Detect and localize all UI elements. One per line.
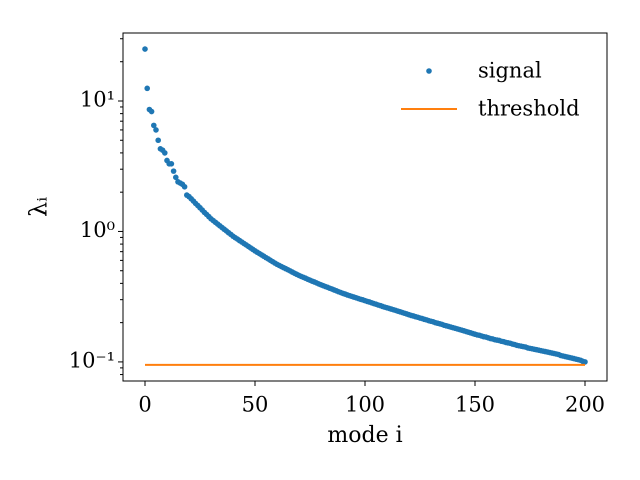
legend-marker: [426, 68, 432, 74]
x-tick-label: 50: [242, 393, 269, 417]
x-tick-label: 150: [455, 393, 495, 417]
y-axis-label: λᵢ: [25, 197, 53, 217]
legend-label: signal: [478, 59, 542, 83]
scatter-point: [582, 359, 588, 365]
scatter-point: [168, 161, 175, 167]
x-axis-label: mode i: [327, 423, 402, 448]
scatter-point: [142, 46, 148, 52]
legend-label: threshold: [478, 97, 580, 121]
x-tick-label: 0: [138, 393, 151, 417]
y-tick-label: 10⁻¹: [69, 348, 115, 372]
y-tick-label: 10¹: [80, 87, 115, 111]
scatter-point: [181, 183, 188, 190]
plot-frame: [122, 32, 608, 382]
scatter-point: [151, 122, 157, 129]
scatter-point: [173, 174, 179, 181]
scatter-point: [153, 127, 159, 133]
scatter-point: [162, 150, 168, 156]
x-tick-label: 200: [565, 393, 605, 417]
scatter-point: [170, 168, 177, 174]
scatter-point: [144, 85, 150, 92]
x-tick-label: 100: [345, 393, 385, 417]
y-tick-label: 10⁰: [80, 218, 115, 242]
scatter-point: [148, 108, 155, 115]
scatter-point: [155, 137, 161, 144]
